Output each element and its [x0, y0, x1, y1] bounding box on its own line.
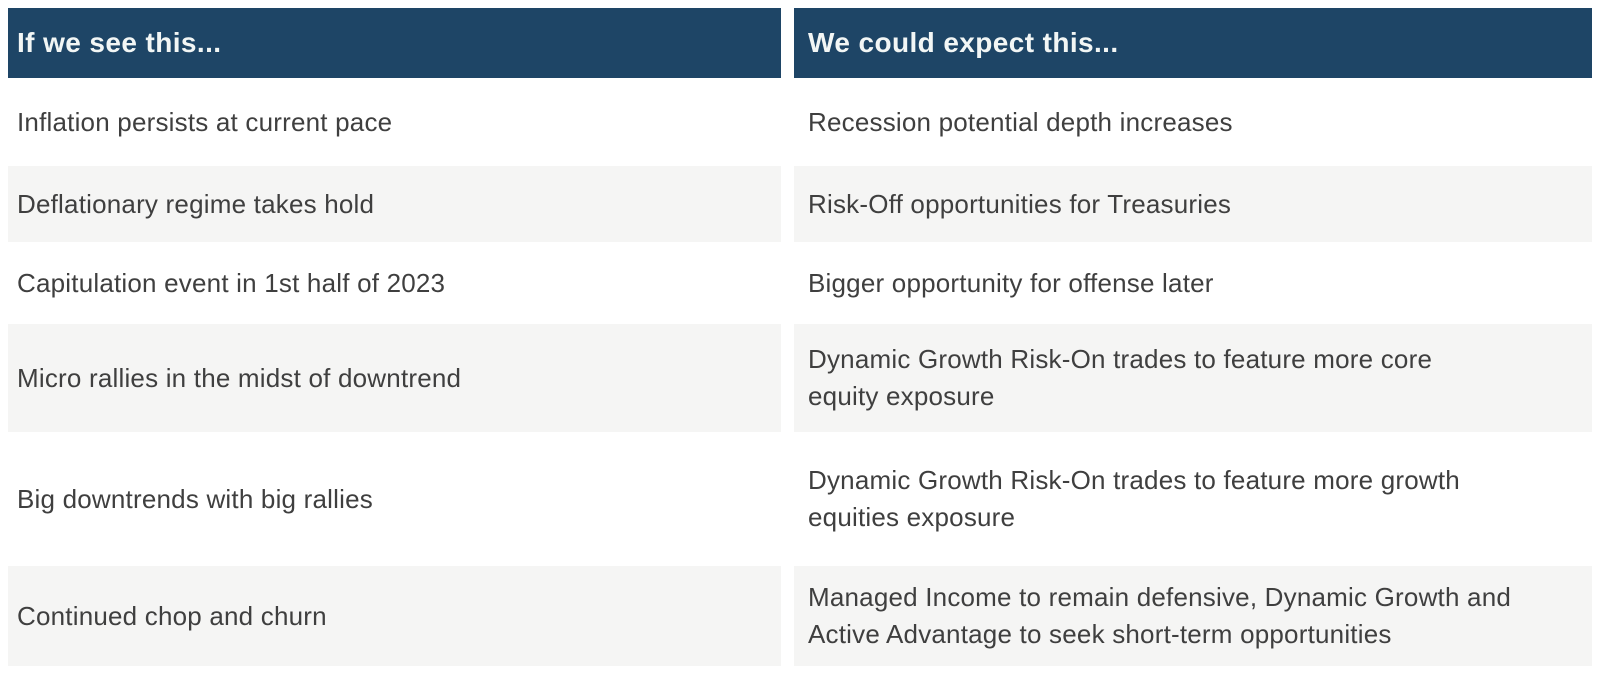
- cell-expect: Dynamic Growth Risk-On trades to feature…: [794, 432, 1592, 566]
- cell-see: Big downtrends with big rallies: [8, 432, 781, 566]
- table-row: Big downtrends with big rallies Dynamic …: [8, 432, 1592, 566]
- table-row: Capitulation event in 1st half of 2023 B…: [8, 242, 1592, 324]
- table-header-row: If we see this... We could expect this..…: [8, 8, 1592, 78]
- table-row: Micro rallies in the midst of downtrend …: [8, 324, 1592, 432]
- table-row: Continued chop and churn Managed Income …: [8, 566, 1592, 666]
- column-header-see: If we see this...: [8, 8, 781, 78]
- cell-expect: Managed Income to remain defensive, Dyna…: [794, 566, 1592, 666]
- cell-see: Capitulation event in 1st half of 2023: [8, 242, 781, 324]
- two-column-table: If we see this... We could expect this..…: [8, 8, 1592, 666]
- cell-see: Deflationary regime takes hold: [8, 166, 781, 242]
- cell-see: Continued chop and churn: [8, 566, 781, 666]
- cell-expect: Dynamic Growth Risk-On trades to feature…: [794, 324, 1592, 432]
- table-body: Inflation persists at current pace Reces…: [8, 78, 1592, 666]
- table-row: Inflation persists at current pace Reces…: [8, 78, 1592, 166]
- column-header-expect: We could expect this...: [794, 8, 1592, 78]
- cell-expect: Risk-Off opportunities for Treasuries: [794, 166, 1592, 242]
- cell-see: Micro rallies in the midst of downtrend: [8, 324, 781, 432]
- table-row: Deflationary regime takes hold Risk-Off …: [8, 166, 1592, 242]
- cell-expect: Recession potential depth increases: [794, 78, 1592, 166]
- cell-expect: Bigger opportunity for offense later: [794, 242, 1592, 324]
- cell-see: Inflation persists at current pace: [8, 78, 781, 166]
